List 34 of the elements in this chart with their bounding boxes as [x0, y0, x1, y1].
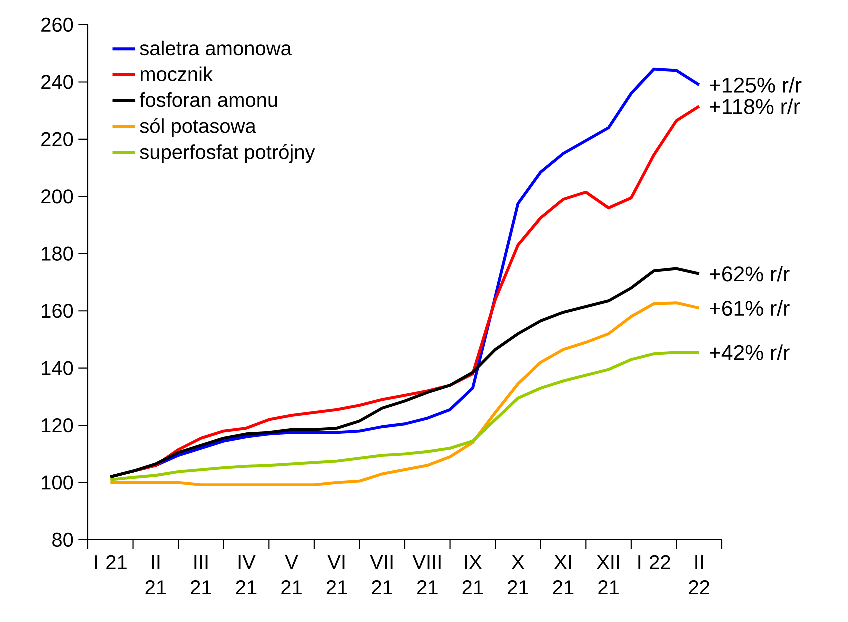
x-tick-label: XII 21: [597, 555, 620, 594]
x-tick-label: V 21: [282, 555, 302, 594]
legend-label: superfosfat potrójny: [140, 144, 316, 164]
y-tick-label: 80: [52, 532, 74, 548]
y-tick-label: 120: [42, 418, 74, 433]
x-tick-label: XI 21: [553, 555, 574, 594]
x-tick-label: I 22: [638, 555, 670, 570]
x-tick-label: VI 21: [326, 555, 348, 594]
x-tick-label: X 21: [508, 555, 528, 594]
legend-label: saletra amonowa: [140, 40, 292, 56]
y-tick-label: 200: [42, 190, 74, 204]
y-tick-label: 180: [42, 246, 74, 261]
x-tick-label: IV 21: [236, 555, 257, 594]
x-tick-label: VII 21: [370, 555, 393, 594]
y-tick-label: 100: [42, 476, 74, 490]
y-tick-label: 140: [42, 361, 74, 376]
x-tick-label: VIII 21: [412, 555, 441, 594]
x-tick-label: I 21: [95, 555, 127, 570]
x-tick-label: II 21: [146, 555, 166, 594]
y-tick-label: 240: [42, 75, 74, 90]
x-tick-label: II 22: [689, 555, 710, 594]
legend-label: sól potasowa: [140, 118, 256, 138]
x-tick-label: IX 21: [462, 555, 484, 594]
annotation: +125% r/r: [710, 77, 802, 93]
annotation: +61% r/r: [710, 300, 790, 316]
legend-label: mocznik: [140, 66, 214, 82]
annotation: +62% r/r: [710, 266, 790, 282]
annotation: +42% r/r: [710, 344, 790, 360]
legend-label: fosforan amonu: [140, 92, 278, 108]
x-tick-label: III 21: [191, 555, 212, 594]
y-tick-label: 220: [42, 132, 74, 147]
y-tick-label: 160: [42, 304, 74, 318]
y-tick-label: 260: [42, 18, 74, 32]
annotation: +118% r/r: [710, 98, 800, 114]
